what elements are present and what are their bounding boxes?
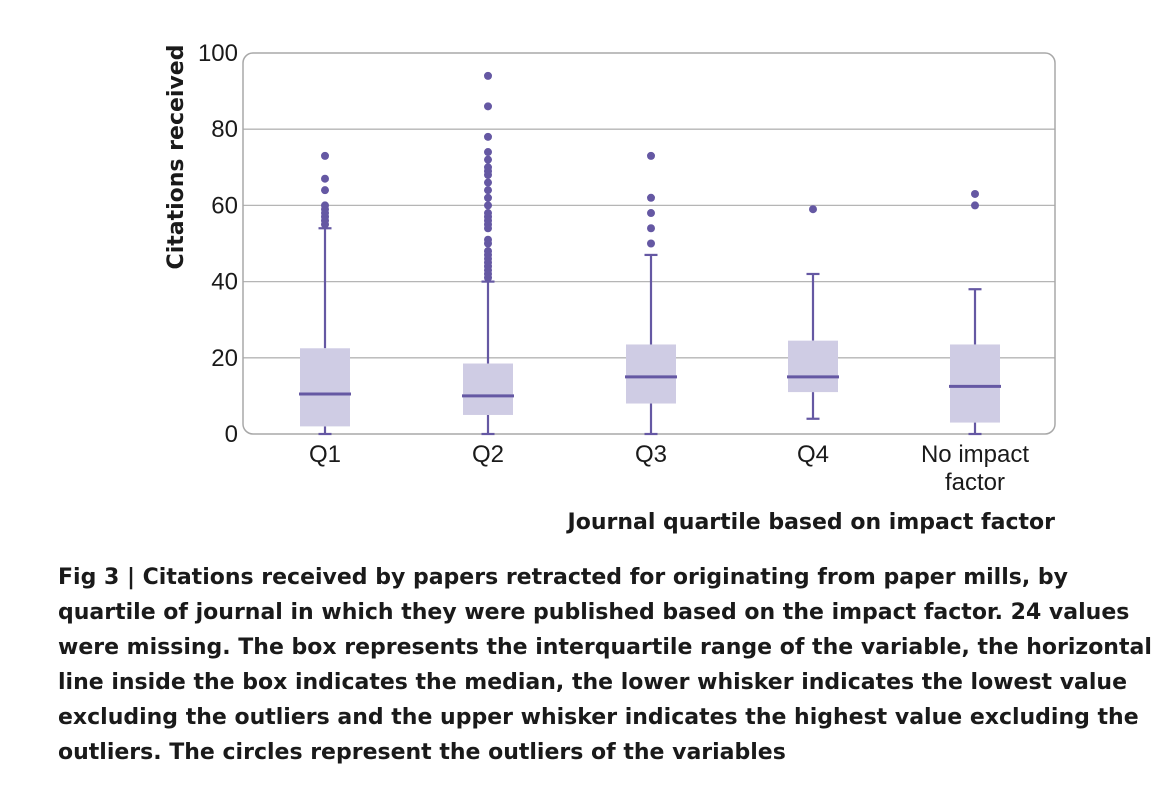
outlier-point bbox=[971, 189, 979, 198]
y-tick-label: 40 bbox=[211, 269, 238, 296]
outlier-point bbox=[484, 235, 492, 244]
y-tick-label: 80 bbox=[211, 116, 238, 143]
outlier-point bbox=[484, 163, 492, 172]
x-tick-label: factor bbox=[945, 469, 1005, 496]
x-tick-label: Q3 bbox=[635, 441, 667, 468]
y-tick-label: 20 bbox=[211, 345, 238, 372]
outlier-point bbox=[971, 201, 979, 210]
outlier-point bbox=[809, 205, 817, 214]
outlier-point bbox=[647, 224, 655, 233]
outlier-point bbox=[647, 209, 655, 218]
outlier-point bbox=[321, 186, 329, 195]
y-tick-label: 0 bbox=[225, 421, 238, 448]
box-group bbox=[949, 189, 1001, 436]
iqr-box bbox=[950, 344, 1000, 423]
outlier-point bbox=[484, 186, 492, 195]
outlier-point bbox=[647, 239, 655, 248]
outlier-point bbox=[484, 247, 492, 256]
box-group bbox=[625, 151, 677, 436]
outlier-point bbox=[484, 201, 492, 210]
iqr-box bbox=[626, 344, 676, 404]
outlier-point bbox=[484, 148, 492, 157]
box-group bbox=[462, 71, 514, 436]
outlier-point bbox=[484, 193, 492, 202]
outlier-point bbox=[484, 178, 492, 187]
box-group bbox=[299, 151, 351, 436]
boxes bbox=[299, 71, 1001, 436]
iqr-box bbox=[300, 348, 350, 427]
outlier-point bbox=[484, 71, 492, 80]
iqr-box bbox=[788, 340, 838, 393]
x-tick-label: Q1 bbox=[309, 441, 341, 468]
outlier-point bbox=[484, 132, 492, 141]
outlier-point bbox=[321, 151, 329, 160]
outlier-point bbox=[484, 155, 492, 164]
x-axis-title: Journal quartile based on impact factor bbox=[566, 510, 1056, 535]
figure-caption: Fig 3 | Citations received by papers ret… bbox=[58, 565, 1152, 765]
outlier-point bbox=[647, 151, 655, 160]
y-axis-title: Citations received bbox=[164, 45, 189, 270]
y-tick-label: 60 bbox=[211, 192, 238, 219]
x-tick-label: Q2 bbox=[472, 441, 504, 468]
outlier-point bbox=[321, 174, 329, 183]
outlier-point bbox=[647, 193, 655, 202]
x-tick-label: Q4 bbox=[797, 441, 829, 468]
y-tick-label: 100 bbox=[198, 40, 238, 67]
outlier-point bbox=[484, 209, 492, 218]
iqr-box bbox=[463, 363, 513, 415]
x-tick-label: No impact bbox=[921, 441, 1029, 468]
outlier-point bbox=[321, 201, 329, 210]
box-group bbox=[787, 205, 839, 420]
outlier-point bbox=[484, 102, 492, 111]
y-tick-labels: 0 20 40 60 80 100 bbox=[198, 40, 238, 448]
